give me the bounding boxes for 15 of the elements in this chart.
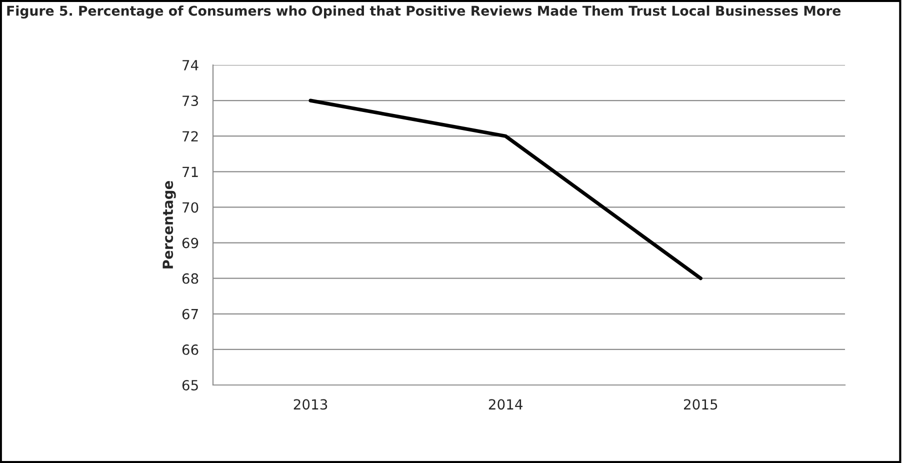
x-tick-label: 2015 [684, 399, 718, 410]
y-tick-label: 68 [182, 273, 198, 284]
y-axis-title: Percentage [162, 180, 176, 268]
x-tick-label: 2014 [488, 399, 522, 410]
y-tick-label: 66 [182, 344, 198, 355]
y-tick-label: 72 [182, 131, 198, 142]
chart-title: Figure 5. Percentage of Consumers who Opined that Positive Reviews Made Them Trust Local Businesses More [7, 5, 841, 19]
y-tick-label: 71 [182, 166, 198, 177]
y-tick-label: 74 [182, 60, 198, 70]
y-tick-label: 65 [182, 380, 198, 390]
y-tick-label: 70 [182, 202, 198, 213]
y-tick-label: 69 [182, 238, 198, 248]
x-tick-label: 2013 [294, 399, 328, 410]
y-tick-label: 73 [182, 96, 198, 106]
y-tick-label: 67 [182, 308, 198, 320]
